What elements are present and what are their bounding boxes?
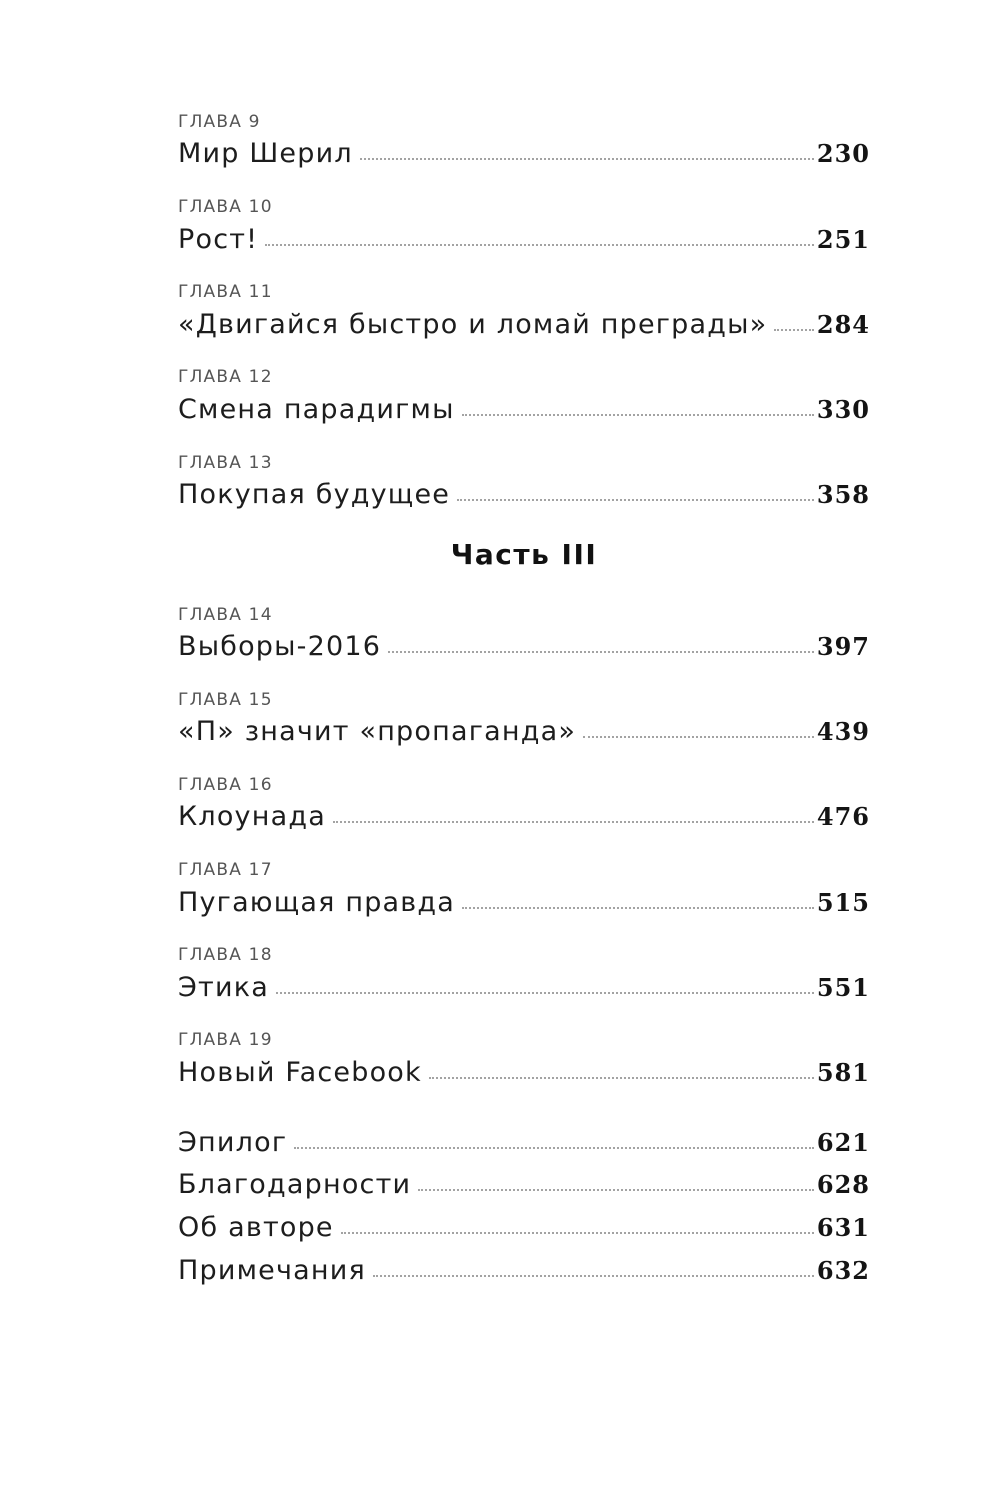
- page-number: 230: [816, 139, 870, 169]
- page-number: 551: [816, 972, 870, 1002]
- toc-row: Клоунада 476: [178, 800, 870, 834]
- chapter-title: Мир Шерил: [178, 138, 353, 170]
- toc-row: Этика 551: [178, 971, 870, 1005]
- dot-leader: [294, 1146, 814, 1149]
- page-number: 581: [816, 1057, 870, 1087]
- chapter-label: ГЛАВА 9: [178, 112, 261, 132]
- chapter-label: ГЛАВА 19: [178, 1030, 273, 1051]
- dot-leader: [388, 651, 814, 654]
- chapter-label: ГЛАВА 14: [178, 604, 273, 625]
- dot-leader: [372, 1274, 814, 1277]
- endmatter-title: Примечания: [178, 1254, 366, 1286]
- dot-leader: [461, 413, 814, 416]
- toc-entry: ГЛАВА 19 Новый Facebook 581: [178, 1030, 870, 1089]
- dot-leader: [359, 158, 814, 161]
- chapter-label: ГЛАВА 17: [178, 860, 273, 881]
- chapter-title: Покупая будущее: [178, 478, 451, 510]
- toc-entry: ГЛАВА 12 Смена парадигмы 330: [178, 367, 870, 426]
- chapter-title: Пугающая правда: [178, 886, 456, 918]
- dot-leader: [265, 243, 814, 246]
- dot-leader: [583, 736, 814, 739]
- page-number: 397: [816, 632, 870, 662]
- chapter-label: ГЛАВА 16: [178, 774, 273, 795]
- chapter-label: ГЛАВА 15: [178, 689, 273, 710]
- chapter-label: ГЛАВА 11: [178, 282, 273, 303]
- page-number: 439: [816, 717, 870, 747]
- toc-row: Об авторе 631: [178, 1211, 870, 1245]
- toc-entry: ГЛАВА 14 Выборы-2016 397: [178, 605, 870, 664]
- dot-leader: [428, 1076, 814, 1079]
- toc-row: Благодарности 628: [178, 1168, 870, 1202]
- toc-row: Эпилог 621: [178, 1126, 870, 1160]
- chapter-title: Новый Facebook: [178, 1056, 422, 1088]
- chapter-title: Смена парадигмы: [178, 393, 455, 425]
- toc-row: Выборы-2016 397: [178, 630, 870, 664]
- page-number: 628: [816, 1170, 870, 1200]
- endmatter-title: Эпилог: [178, 1126, 288, 1158]
- chapter-title: Рост!: [178, 223, 259, 255]
- chapter-label: ГЛАВА 12: [178, 367, 273, 388]
- toc-row: Пугающая правда 515: [178, 886, 870, 920]
- dot-leader: [340, 1232, 814, 1235]
- chapter-title: «Двигайся быстро и ломай преграды»: [178, 308, 768, 340]
- toc-entry: ГЛАВА 18 Этика 551: [178, 945, 870, 1004]
- chapter-title: Этика: [178, 971, 269, 1003]
- toc-entry: ГЛАВА 16 Клоунада 476: [178, 775, 870, 834]
- toc-entry: ГЛАВА 15 «П» значит «пропаганда» 439: [178, 690, 870, 749]
- endmatter-title: Об авторе: [178, 1212, 334, 1244]
- toc-row: Рост! 251: [178, 223, 870, 257]
- endmatter-title: Благодарности: [178, 1169, 412, 1201]
- page-number: 251: [816, 224, 870, 254]
- toc-row: «Двигайся быстро и ломай преграды» 284: [178, 308, 870, 342]
- chapter-label: ГЛАВА 13: [178, 452, 273, 473]
- toc-row: «П» значит «пропаганда» 439: [178, 715, 870, 749]
- toc-row: Покупая будущее 358: [178, 478, 870, 512]
- toc-entry: ГЛАВА 11 «Двигайся быстро и ломай прегра…: [178, 282, 870, 341]
- chapter-title: Клоунада: [178, 801, 326, 833]
- dot-leader: [418, 1189, 814, 1192]
- dot-leader: [457, 498, 814, 501]
- chapter-label: ГЛАВА 10: [178, 197, 273, 218]
- page-number: 515: [816, 887, 870, 917]
- page-number: 284: [816, 309, 870, 339]
- toc-row: Новый Facebook 581: [178, 1056, 870, 1090]
- dot-leader: [774, 328, 814, 331]
- toc-entry: ГЛАВА 9 Мир Шерил 230: [178, 112, 870, 171]
- dot-leader: [332, 821, 814, 824]
- chapter-label: ГЛАВА 18: [178, 945, 273, 966]
- toc-row: Мир Шерил 230: [178, 137, 870, 171]
- part-heading: Часть III: [450, 537, 598, 571]
- page-number: 358: [816, 479, 870, 509]
- endmatter-section: Эпилог 621 Благодарности 628 Об авторе 6…: [178, 1126, 870, 1288]
- page-number: 631: [816, 1213, 870, 1243]
- toc-entry: ГЛАВА 10 Рост! 251: [178, 197, 870, 256]
- page-number: 476: [816, 802, 870, 832]
- toc-row: Смена парадигмы 330: [178, 393, 870, 427]
- dot-leader: [462, 906, 814, 909]
- chapter-title: Выборы-2016: [178, 631, 382, 663]
- toc-row: Примечания 632: [178, 1254, 870, 1288]
- toc-entry: ГЛАВА 17 Пугающая правда 515: [178, 860, 870, 919]
- page-number: 621: [816, 1127, 870, 1157]
- page-number: 330: [816, 394, 870, 424]
- chapter-title: «П» значит «пропаганда»: [178, 716, 577, 748]
- dot-leader: [275, 991, 814, 994]
- page-number: 632: [816, 1255, 870, 1285]
- toc-entry: ГЛАВА 13 Покупая будущее 358: [178, 453, 870, 512]
